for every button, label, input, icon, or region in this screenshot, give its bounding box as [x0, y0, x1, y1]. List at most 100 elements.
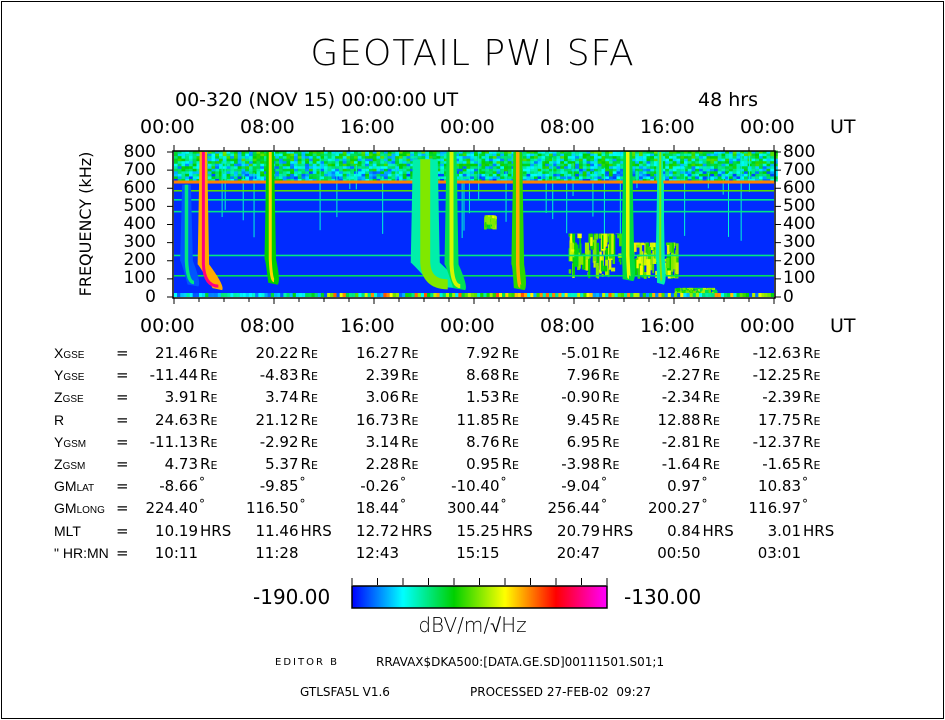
noise-cell [549, 178, 553, 182]
noise-cell [560, 158, 565, 162]
streak [545, 177, 547, 213]
noise-cell [207, 150, 212, 154]
unit: ° [500, 475, 507, 490]
noise-cell [290, 160, 295, 164]
noise-cell [477, 170, 482, 174]
low-freq-cell [277, 293, 281, 297]
low-freq-cell [536, 293, 540, 297]
noise-cell [429, 150, 433, 154]
noise-cell [744, 158, 748, 162]
low-freq-cell [686, 293, 690, 297]
noise-cell [504, 163, 508, 167]
noise-cell [695, 178, 700, 182]
noise-cell [354, 158, 358, 162]
noise-cell [631, 168, 636, 172]
noise-cell [286, 160, 291, 164]
noise-cell [459, 173, 463, 177]
unit: RE [501, 388, 519, 407]
unit: RE [602, 366, 620, 385]
noise-cell [586, 153, 591, 157]
noise-cell [759, 163, 763, 167]
unit: ° [701, 475, 708, 490]
noise-cell [331, 155, 336, 159]
low-freq-cell [558, 293, 562, 297]
noise-cell [369, 178, 373, 182]
noise-cell [755, 153, 760, 157]
y-tick-label-left: 700 [123, 159, 156, 180]
noise-cell [387, 175, 392, 179]
low-freq-cell [580, 293, 584, 297]
noise-cell [346, 150, 351, 154]
noise-cell [552, 165, 557, 169]
noise-cell [256, 150, 261, 154]
noise-cell [556, 175, 561, 179]
noise-cell [601, 178, 606, 182]
noise-cell [740, 160, 745, 164]
unit: RE [803, 410, 821, 429]
noise-cell [567, 170, 572, 174]
noise-cell [286, 155, 291, 159]
emission-patch [572, 255, 575, 276]
emission-patch [711, 287, 716, 290]
noise-cell [654, 178, 658, 182]
noise-cell [459, 160, 463, 164]
noise-cell [620, 175, 625, 179]
noise-cell [552, 155, 557, 159]
noise-cell [230, 168, 235, 172]
noise-cell [620, 178, 625, 182]
noise-cell [740, 178, 745, 182]
noise-cell [672, 168, 677, 172]
low-freq-cell [239, 293, 243, 297]
low-freq-cell [717, 293, 721, 297]
cell-value: 11.85 [456, 410, 500, 429]
noise-cell [256, 173, 261, 177]
noise-cell [327, 170, 332, 174]
noise-cell [736, 173, 741, 177]
cell-value: 3.01 [767, 521, 801, 540]
y-tick-label-left: 100 [123, 268, 156, 289]
noise-cell [316, 168, 321, 172]
noise-cell [691, 150, 696, 154]
low-freq-cell [267, 293, 271, 297]
emission-patch [574, 242, 577, 258]
noise-cell [729, 160, 733, 164]
noise-cell [725, 153, 730, 157]
noise-cell [185, 160, 190, 164]
noise-cell [462, 170, 467, 174]
unit: RE [200, 410, 218, 429]
noise-cell [174, 178, 178, 182]
noise-cell [399, 150, 403, 154]
noise-cell [372, 160, 377, 164]
noise-cell [455, 150, 460, 154]
emission-patch [617, 233, 621, 239]
noise-cell [762, 155, 767, 159]
noise-cell [702, 163, 707, 167]
noise-cell [324, 178, 328, 182]
low-freq-cell [761, 293, 765, 297]
noise-cell [174, 163, 178, 167]
noise-cell [305, 150, 310, 154]
noise-cell [380, 153, 385, 157]
noise-cell [249, 158, 253, 162]
noise-cell [305, 155, 310, 159]
noise-cell [732, 163, 737, 167]
noise-cell [545, 155, 550, 159]
low-freq-cell [530, 293, 534, 297]
noise-cell [549, 155, 553, 159]
noise-cell [736, 165, 741, 169]
cell-value: 10:11 [154, 543, 198, 562]
noise-cell [316, 170, 321, 174]
noise-cell [294, 160, 298, 164]
noise-cell [639, 153, 643, 157]
noise-cell [507, 173, 512, 177]
noise-cell [571, 158, 576, 162]
noise-cell [564, 175, 568, 179]
cell-value: -11.44 [149, 366, 198, 385]
noise-cell [305, 173, 310, 177]
noise-cell [196, 165, 201, 169]
cell-value: 21.46 [155, 344, 198, 362]
low-freq-cell [661, 293, 665, 297]
noise-cell [174, 158, 178, 162]
noise-cell [219, 178, 223, 182]
noise-cell [762, 165, 767, 169]
